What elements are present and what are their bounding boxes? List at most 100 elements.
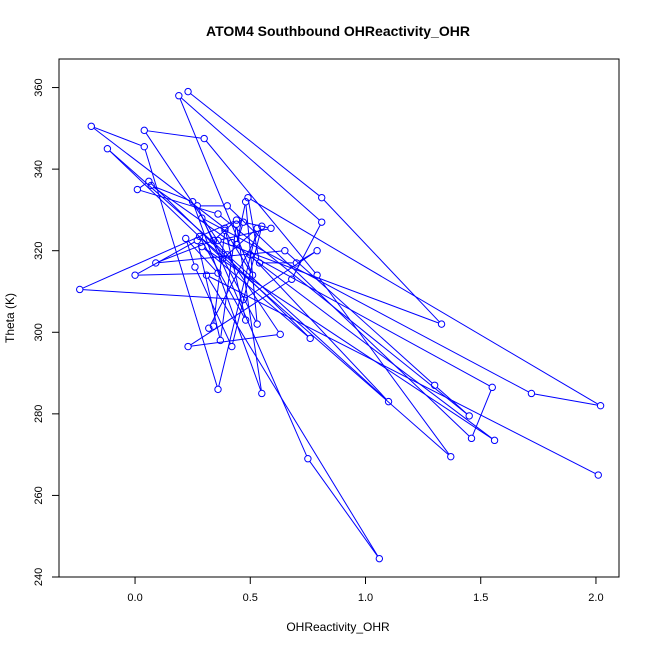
data-point [184, 342, 192, 351]
series-segment [201, 238, 449, 455]
data-point [313, 247, 321, 255]
data-point [276, 330, 284, 339]
data-point [195, 232, 204, 241]
series-segment [138, 272, 215, 276]
y-tick-label: 240 [33, 568, 45, 586]
series-segment [200, 238, 245, 318]
series-segment [248, 200, 260, 260]
series-segment [472, 390, 492, 436]
data-point [248, 271, 257, 279]
series-segment [234, 244, 493, 439]
x-tick-label: 1.5 [473, 592, 488, 604]
series-segment [139, 182, 147, 189]
series-segment [190, 93, 320, 197]
data-point [267, 224, 275, 232]
data-point [191, 263, 199, 271]
series-segment [232, 229, 262, 344]
series-segment [203, 248, 309, 337]
series-segment [82, 220, 234, 289]
data-point [193, 236, 201, 245]
series-segment [245, 252, 315, 299]
series-segment [204, 247, 493, 440]
data-point [292, 259, 301, 267]
data-point [232, 240, 241, 249]
data-point [198, 214, 206, 222]
data-point [313, 271, 321, 279]
series-segment [229, 256, 387, 400]
data-point [228, 238, 236, 247]
series-segment [209, 228, 261, 326]
data-point [214, 210, 222, 218]
data-point [465, 412, 473, 420]
data-point [239, 218, 248, 226]
series-segment [205, 140, 316, 274]
data-point [218, 255, 227, 263]
data-point [223, 202, 231, 210]
series-segment [245, 204, 258, 321]
data-point [221, 226, 229, 235]
data-point [437, 320, 446, 328]
series-segment [218, 231, 257, 387]
data-point [182, 234, 190, 243]
data-point [193, 202, 201, 210]
data-point [241, 198, 250, 206]
series-segment [193, 204, 262, 391]
data-point [488, 383, 496, 392]
y-axis: 240 260 280 300 320 340 360 [33, 78, 59, 586]
series-segment [207, 277, 379, 557]
series-segment [309, 461, 378, 557]
data-point [255, 259, 264, 267]
series-segment [150, 183, 309, 337]
series-segment [186, 241, 195, 265]
data-point [467, 434, 476, 443]
data-point [246, 251, 254, 259]
data-point [205, 324, 213, 332]
data-point [258, 222, 266, 230]
data-point [140, 126, 148, 135]
data-point [209, 236, 218, 245]
data-point [375, 554, 384, 563]
y-tick-label: 280 [33, 405, 45, 423]
data-point [306, 334, 314, 343]
data-point [147, 181, 155, 190]
data-point [253, 224, 261, 232]
data-point [214, 385, 222, 394]
data-point [223, 251, 231, 259]
series-segment [158, 241, 211, 263]
data-point [214, 236, 222, 245]
series-segment [195, 269, 231, 344]
x-tick-label: 0.0 [127, 592, 142, 604]
chart-title: ATOM4 Southbound OHReactivity_OHR [206, 23, 470, 39]
series-segment [145, 132, 279, 332]
data-point [202, 271, 211, 279]
x-tick-label: 2.0 [588, 592, 603, 604]
series-line [82, 93, 599, 557]
series-segment [147, 130, 202, 139]
series-points [76, 87, 605, 563]
series-segment [209, 276, 596, 475]
data-point [239, 295, 248, 304]
data-point [221, 224, 229, 232]
series-segment [187, 240, 217, 272]
data-point [145, 177, 153, 186]
x-tick-label: 1.0 [358, 592, 373, 604]
data-point [133, 185, 142, 194]
data-point [253, 320, 261, 328]
data-point [430, 381, 439, 389]
series-segment [93, 127, 223, 227]
series-segment [180, 97, 320, 221]
data-point [184, 87, 192, 96]
data-point [384, 397, 393, 406]
data-point [318, 193, 326, 202]
data-point [228, 342, 236, 351]
data-point [131, 271, 139, 279]
data-point [175, 92, 183, 100]
data-point [214, 269, 222, 277]
data-point [216, 336, 225, 345]
data-point [304, 455, 312, 463]
y-tick-label: 300 [33, 323, 45, 341]
series-segment [197, 243, 221, 338]
series-segment [229, 207, 470, 437]
data-point [258, 389, 266, 398]
data-point [87, 122, 95, 130]
